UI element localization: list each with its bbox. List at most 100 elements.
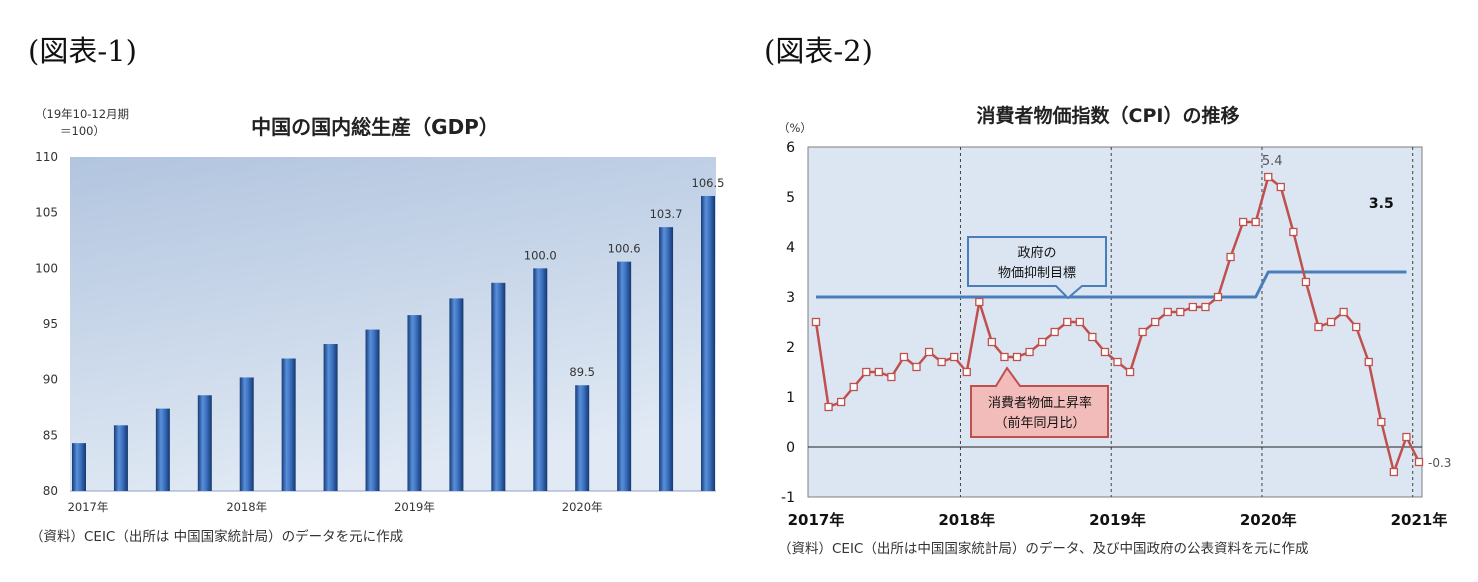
x-tick-label: 2018年 bbox=[938, 511, 995, 529]
series-markers bbox=[811, 172, 1424, 477]
figure1-source: （資料）CEIC（出所は 中国国家統計局）のデータを元に作成 bbox=[30, 529, 404, 545]
cpi-point-marker bbox=[912, 362, 921, 372]
bar bbox=[701, 195, 715, 491]
cpi-point-marker bbox=[824, 402, 833, 412]
target-callout-line-1: 政府の bbox=[1017, 246, 1056, 261]
x-tick-label: 2017年 bbox=[788, 511, 845, 529]
cpi-point-marker bbox=[1025, 347, 1034, 357]
cpi-point-marker bbox=[1125, 367, 1135, 377]
y-tick-label: 100 bbox=[35, 261, 58, 275]
cpi-point-marker bbox=[1339, 307, 1348, 317]
cpi-point-marker bbox=[899, 352, 909, 362]
cpi-point-marker bbox=[1289, 227, 1298, 237]
cpi-point-marker bbox=[1163, 307, 1172, 317]
cpi-point-marker bbox=[987, 337, 997, 347]
cpi-point-marker bbox=[1238, 217, 1248, 227]
cpi-point-marker bbox=[1264, 172, 1273, 182]
chart-title: 消費者物価指数（CPI）の推移 bbox=[977, 104, 1240, 127]
plot-area bbox=[807, 146, 1423, 498]
bar bbox=[72, 443, 86, 491]
cpi-point-marker bbox=[1389, 467, 1399, 477]
cpi-point-marker bbox=[1050, 327, 1059, 337]
x-tick-label: 2021年 bbox=[1391, 511, 1448, 529]
y-tick-label: 90 bbox=[43, 373, 58, 387]
y-tick-label: 1 bbox=[786, 390, 795, 406]
y-tick-label: 105 bbox=[35, 206, 58, 220]
bar bbox=[575, 385, 590, 491]
cpi-point-marker bbox=[1314, 322, 1323, 332]
cpi-point-marker bbox=[1188, 302, 1198, 312]
y-tick-label: 3 bbox=[786, 290, 795, 306]
plot-area bbox=[70, 157, 716, 491]
bar bbox=[155, 408, 170, 491]
y-axis-ticks: -1 0 1 2 3 4 5 6 bbox=[781, 140, 795, 506]
figure2-label: (図表-2) bbox=[764, 34, 873, 68]
target-callout-box bbox=[967, 236, 1107, 300]
bar bbox=[323, 344, 338, 491]
cpi-callout-line-2: （前年同月比） bbox=[994, 415, 1085, 431]
cpi-point-marker bbox=[1213, 292, 1223, 302]
gdp-bar-chart: 中国の国内総生産（GDP） （19年10-12月期 ＝100） 80 85 90 95… bbox=[35, 107, 725, 514]
cpi-line-chart: 消費者物価指数（CPI）の推移 （%） -1 0 1 2 3 4 5 6 政府の 物価抑制目標… bbox=[778, 104, 1452, 529]
bar bbox=[281, 358, 296, 491]
cpi-point-marker bbox=[1012, 352, 1022, 362]
cpi-point-marker bbox=[975, 297, 984, 307]
y-tick-label: 95 bbox=[43, 317, 58, 331]
data-labels: 100.0 89.5 100.6 103.7 106.5 bbox=[524, 176, 725, 379]
cpi-point-marker bbox=[1326, 317, 1336, 327]
target-line bbox=[816, 270, 1407, 299]
x-axis-ticks: 2017年 2018年 2019年 2020年 2021年 bbox=[788, 511, 1448, 529]
bar bbox=[491, 282, 506, 491]
cpi-point-marker bbox=[1100, 347, 1110, 357]
y-tick-label: 6 bbox=[786, 140, 795, 156]
bar bbox=[533, 268, 548, 491]
cpi-point-marker bbox=[1301, 277, 1311, 287]
bar bbox=[449, 298, 464, 491]
data-label: -0.3 bbox=[1428, 456, 1451, 470]
cpi-point-marker bbox=[1414, 457, 1424, 467]
x-axis-ticks: 2017年 2018年 2019年 2020年 bbox=[68, 500, 603, 514]
cpi-point-marker bbox=[1151, 317, 1160, 327]
y-tick-label: 2 bbox=[786, 340, 795, 356]
x-tick-label: 2019年 bbox=[1089, 511, 1146, 529]
cpi-point-marker bbox=[1364, 357, 1373, 367]
cpi-point-marker bbox=[862, 367, 871, 377]
data-label: 5.4 bbox=[1262, 154, 1283, 169]
y-tick-label: 5 bbox=[786, 190, 795, 206]
data-label: 100.6 bbox=[608, 242, 641, 256]
cpi-point-marker bbox=[811, 317, 821, 327]
target-callout: 政府の 物価抑制目標 bbox=[967, 236, 1107, 300]
y-axis-ticks: 80 85 90 95 100 105 110 bbox=[35, 150, 58, 498]
x-tick-label: 2019年 bbox=[394, 500, 435, 514]
data-label: 106.5 bbox=[692, 176, 725, 190]
cpi-point-marker bbox=[1075, 317, 1084, 327]
bar bbox=[365, 329, 380, 491]
cpi-point-marker bbox=[836, 397, 846, 407]
y-tick-label: 4 bbox=[786, 240, 795, 256]
cpi-point-marker bbox=[937, 357, 946, 367]
cpi-point-marker bbox=[924, 347, 934, 357]
bar bbox=[197, 395, 212, 491]
cpi-callout-box bbox=[970, 366, 1109, 438]
target-callout-line-2: 物価抑制目標 bbox=[998, 266, 1076, 281]
data-labels: 5.4 -0.3 3.5 bbox=[1262, 154, 1452, 470]
bar bbox=[113, 425, 128, 491]
bar bbox=[239, 377, 254, 491]
x-tick-label: 2020年 bbox=[562, 500, 603, 514]
cpi-point-marker bbox=[1352, 322, 1361, 332]
cpi-point-marker bbox=[1176, 307, 1185, 317]
chart-title: 中国の国内総生産（GDP） bbox=[251, 115, 499, 139]
data-label: 89.5 bbox=[569, 365, 595, 379]
cpi-point-marker bbox=[1377, 417, 1386, 427]
x-tick-label: 2017年 bbox=[68, 500, 109, 514]
bar bbox=[407, 315, 422, 491]
cpi-point-marker bbox=[962, 367, 971, 377]
target-value-label: 3.5 bbox=[1369, 196, 1394, 212]
figure1-label: (図表-1) bbox=[28, 34, 137, 68]
cpi-point-marker bbox=[1251, 217, 1260, 227]
cpi-callout-line-1: 消費者物価上昇率 bbox=[988, 395, 1092, 411]
cpi-point-marker bbox=[887, 372, 896, 382]
y-tick-label: 80 bbox=[43, 484, 58, 498]
bars bbox=[72, 195, 715, 491]
